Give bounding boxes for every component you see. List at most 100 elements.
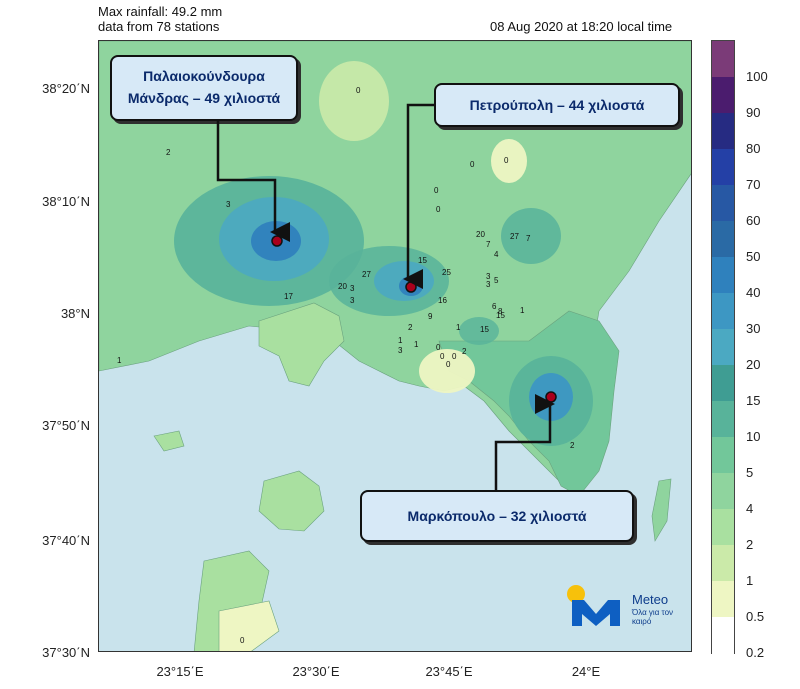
station-value: 25 (442, 268, 451, 277)
callout-markopoulo: Μαρκόπουλο – 32 χιλιοστά (360, 490, 634, 542)
station-value: 15 (480, 325, 489, 334)
land-south-east (218, 600, 280, 651)
land-aegina (258, 470, 325, 532)
station-value: 0 (436, 205, 441, 214)
station-value: 20 (476, 230, 485, 239)
lat-label-38-20: 38°20΄N (42, 81, 90, 96)
colorbar-label: 2 (746, 537, 754, 552)
station-petroupoli-dot (405, 281, 417, 293)
station-value: 1 (398, 336, 403, 345)
colorbar-segment (712, 617, 734, 654)
stations-count-text: data from 78 stations (98, 19, 220, 34)
lon-label-23-30: 23°30΄E (292, 664, 340, 679)
lon-label-23-15: 23°15΄E (156, 664, 204, 679)
station-value: 2 (166, 148, 171, 157)
station-value: 1 (117, 356, 122, 365)
lon-label-23-45: 23°45΄E (425, 664, 473, 679)
lat-label-38-10: 38°10΄N (42, 194, 90, 209)
station-value: 0 (504, 156, 509, 165)
logo-sun-icon (567, 585, 585, 603)
land-small-island (153, 430, 185, 452)
station-value: 0 (356, 86, 361, 95)
station-value: 0 (452, 352, 457, 361)
station-value: 15 (418, 256, 427, 265)
colorbar-segment (712, 293, 734, 330)
lat-label-38: 38°N (60, 306, 90, 321)
dry-zone-north (319, 61, 389, 141)
lat-label-37-40: 37°40΄N (42, 533, 90, 548)
rainfall-map-canvas (99, 41, 691, 651)
colorbar-segment (712, 581, 734, 618)
station-value: 15 (496, 311, 505, 320)
colorbar-label: 1 (746, 573, 754, 588)
colorbar-segment (712, 329, 734, 366)
station-value: 2 (462, 347, 467, 356)
callout-petroupoli: Πετρούπολη – 44 χιλιοστά (434, 83, 680, 127)
station-value: 16 (438, 296, 447, 305)
lon-label-24: 24°E (571, 664, 601, 679)
rain-zone-center (459, 317, 499, 345)
colorbar-label: 50 (746, 249, 761, 264)
colorbar-label: 100 (746, 69, 768, 84)
station-value: 6 (492, 302, 497, 311)
colorbar-segment (712, 221, 734, 258)
colorbar-segment (712, 149, 734, 186)
station-value: 4 (494, 250, 499, 259)
dry-zone-north-east (491, 139, 527, 183)
station-value: 3 (486, 272, 491, 281)
station-value: 20 (338, 282, 347, 291)
colorbar-label: 60 (746, 213, 761, 228)
station-value: 1 (414, 340, 419, 349)
station-value: 0 (434, 186, 439, 195)
colorbar-segment (712, 545, 734, 582)
colorbar-segment (712, 257, 734, 294)
colorbar-label: 5 (746, 465, 754, 480)
rain-zone-north-east (501, 208, 561, 264)
logo-m-icon (572, 600, 620, 626)
station-mandra-dot (271, 235, 283, 247)
colorbar-segment (712, 77, 734, 114)
meteo-logo (567, 585, 620, 626)
station-markopoulo-dot (545, 391, 557, 403)
colorbar (711, 40, 735, 654)
colorbar-label: 30 (746, 321, 761, 336)
station-value: 2 (570, 441, 575, 450)
station-value: 1 (520, 306, 525, 315)
station-value: 7 (526, 234, 531, 243)
logo-name: Meteo (632, 592, 669, 607)
colorbar-segment (712, 113, 734, 150)
station-value: 5 (494, 276, 499, 285)
callout-mandra: Παλαιοκούνδουρα Μάνδρας – 49 χιλιοστά (110, 55, 298, 121)
station-value: 2 (408, 323, 413, 332)
lat-label-37-30: 37°30΄N (42, 645, 90, 660)
station-value: 8 (498, 307, 503, 316)
dry-zone-coast (419, 349, 475, 393)
station-value: 0 (446, 360, 451, 369)
lat-label-37-50: 37°50΄N (42, 418, 90, 433)
station-value: 0 (436, 343, 441, 352)
colorbar-label: 80 (746, 141, 761, 156)
station-value: 27 (510, 232, 519, 241)
colorbar-segment (712, 509, 734, 546)
timestamp-text: 08 Aug 2020 at 18:20 local time (490, 19, 673, 34)
colorbar-label: 70 (746, 177, 761, 192)
colorbar-segment (712, 437, 734, 474)
station-value: 1 (456, 323, 461, 332)
land-salamina (258, 302, 345, 387)
station-value: 3 (486, 280, 491, 289)
station-value: 0 (440, 352, 445, 361)
station-value: 3 (226, 200, 231, 209)
colorbar-segment (712, 185, 734, 222)
land-makronisos (651, 478, 672, 542)
colorbar-label: 10 (746, 429, 761, 444)
colorbar-label: 15 (746, 393, 761, 408)
station-value: 3 (350, 284, 355, 293)
colorbar-label: 0.5 (746, 609, 765, 624)
station-value: 0 (240, 636, 245, 645)
colorbar-segment (712, 473, 734, 510)
colorbar-segment (712, 41, 734, 78)
station-value: 3 (350, 296, 355, 305)
station-value: 0 (470, 160, 475, 169)
colorbar-label: 0.2 (746, 645, 765, 660)
colorbar-segment (712, 365, 734, 402)
